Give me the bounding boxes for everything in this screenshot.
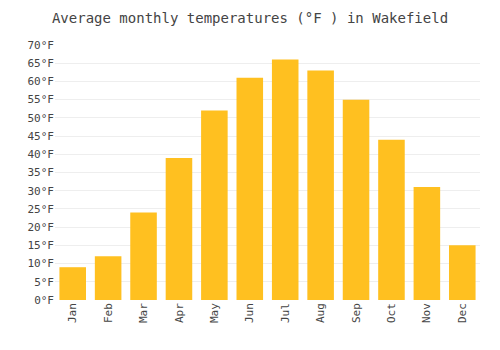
svg-text:50°F: 50°F xyxy=(28,112,55,125)
svg-text:40°F: 40°F xyxy=(28,148,55,161)
svg-text:20°F: 20°F xyxy=(28,221,55,234)
svg-text:Dec: Dec xyxy=(456,303,469,323)
svg-text:55°F: 55°F xyxy=(28,93,55,106)
svg-text:35°F: 35°F xyxy=(28,166,55,179)
svg-text:Jul: Jul xyxy=(279,303,292,323)
svg-text:0°F: 0°F xyxy=(34,294,54,307)
svg-text:Aug: Aug xyxy=(314,303,327,323)
svg-text:15°F: 15°F xyxy=(28,239,55,252)
svg-text:Jan: Jan xyxy=(66,303,79,323)
svg-text:65°F: 65°F xyxy=(28,57,55,70)
svg-text:Mar: Mar xyxy=(137,303,150,323)
svg-text:10°F: 10°F xyxy=(28,257,55,270)
svg-text:25°F: 25°F xyxy=(28,203,55,216)
svg-text:May: May xyxy=(208,303,221,323)
svg-text:Sep: Sep xyxy=(350,303,363,323)
svg-text:30°F: 30°F xyxy=(28,185,55,198)
svg-text:60°F: 60°F xyxy=(28,75,55,88)
svg-text:45°F: 45°F xyxy=(28,130,55,143)
svg-text:5°F: 5°F xyxy=(34,276,54,289)
svg-text:Average monthly temperatures (: Average monthly temperatures (°F ) in Wa… xyxy=(52,10,448,26)
svg-text:Nov: Nov xyxy=(420,303,433,323)
svg-text:Apr: Apr xyxy=(173,303,186,323)
svg-text:Oct: Oct xyxy=(385,303,398,323)
svg-text:70°F: 70°F xyxy=(28,39,55,52)
svg-text:Jun: Jun xyxy=(243,303,256,323)
svg-text:Feb: Feb xyxy=(102,303,115,323)
